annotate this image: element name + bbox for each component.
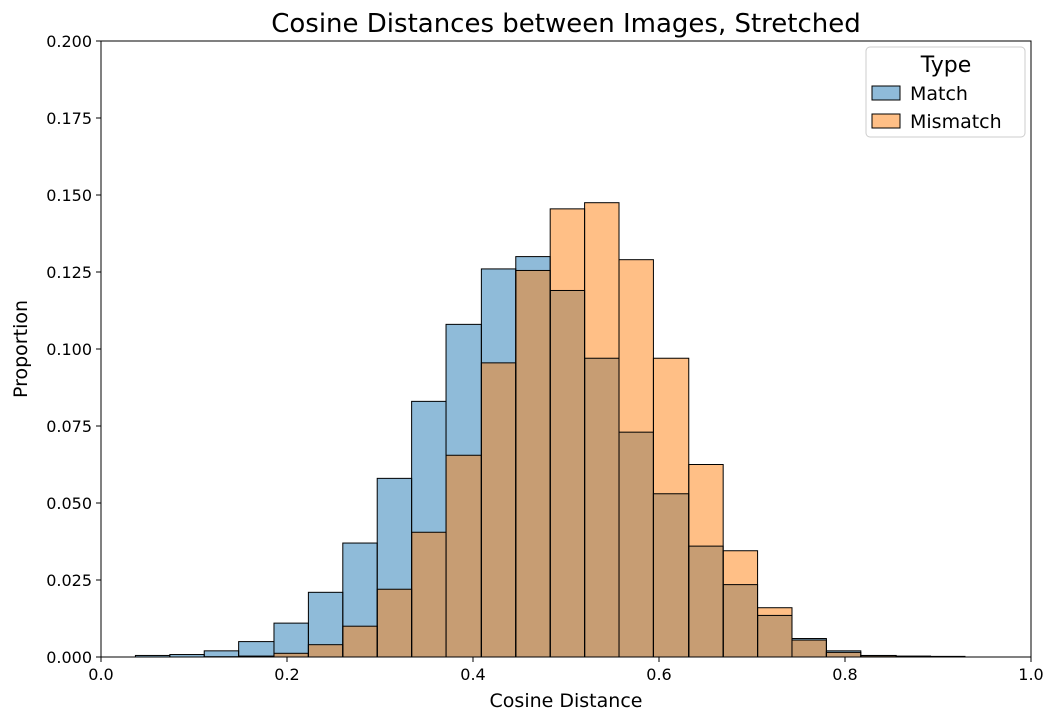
bar-mismatch-11 <box>515 270 551 657</box>
bar-mismatch-19 <box>791 640 827 657</box>
y-tick-label: 0.025 <box>46 571 92 590</box>
bar-mismatch-17 <box>723 550 758 657</box>
legend-label-mismatch: Mismatch <box>910 111 1002 133</box>
legend-frame <box>865 46 1026 138</box>
bar-mismatch-15 <box>653 358 689 657</box>
legend-label-match: Match <box>910 83 968 105</box>
bar-match-1 <box>169 654 205 657</box>
y-tick-label: 0.175 <box>46 109 92 128</box>
x-axis-title: Cosine Distance <box>490 690 643 712</box>
bar-mismatch-21 <box>860 655 897 657</box>
legend-swatch-mismatch <box>871 113 901 129</box>
bar-mismatch-16 <box>688 464 724 657</box>
x-tick-label: 1.0 <box>1018 665 1043 684</box>
x-tick-label: 0.6 <box>646 665 671 684</box>
y-tick-label: 0.050 <box>46 494 92 513</box>
x-axis: 0.0 0.2 0.4 0.6 0.8 1.0 <box>88 657 1044 684</box>
bar-match-4 <box>273 623 309 657</box>
x-tick-label: 0.8 <box>832 665 857 684</box>
y-tick-label: 0.075 <box>46 417 92 436</box>
bar-mismatch-9 <box>446 455 482 657</box>
y-axis-title: Proportion <box>10 300 32 398</box>
bar-match-0 <box>135 655 170 657</box>
y-tick-label: 0.150 <box>46 186 92 205</box>
bar-match-2 <box>204 650 239 657</box>
chart-title: Cosine Distances between Images, Stretch… <box>271 9 861 39</box>
bar-match-3 <box>238 641 274 657</box>
y-axis: 0.000 0.025 0.050 0.075 0.100 0.125 0.150 0.175… <box>46 32 101 667</box>
y-tick-label: 0.125 <box>46 263 92 282</box>
x-tick-label: 0.0 <box>88 665 113 684</box>
bar-mismatch-10 <box>481 362 516 657</box>
bar-mismatch-4 <box>273 653 309 657</box>
bar-mismatch-14 <box>619 259 654 657</box>
bar-mismatch-18 <box>757 607 792 657</box>
legend: Type Match Mismatch <box>865 46 1026 138</box>
bar-mismatch-5 <box>308 644 343 657</box>
legend-swatch-match <box>871 85 901 101</box>
y-tick-label: 0.200 <box>46 32 92 51</box>
bar-mismatch-13 <box>584 202 620 657</box>
y-tick-label: 0.000 <box>46 648 92 667</box>
x-tick-label: 0.4 <box>460 665 485 684</box>
bar-mismatch-20 <box>826 652 861 657</box>
y-tick-label: 0.100 <box>46 340 92 359</box>
bar-mismatch-8 <box>411 532 447 657</box>
bar-mismatch-7 <box>377 589 412 657</box>
x-tick-label: 0.2 <box>274 665 299 684</box>
outline-layer <box>134 202 966 658</box>
legend-title: Type <box>920 53 972 78</box>
bars-layer <box>135 202 965 658</box>
bar-mismatch-6 <box>342 626 378 657</box>
bar-mismatch-12 <box>550 208 585 658</box>
